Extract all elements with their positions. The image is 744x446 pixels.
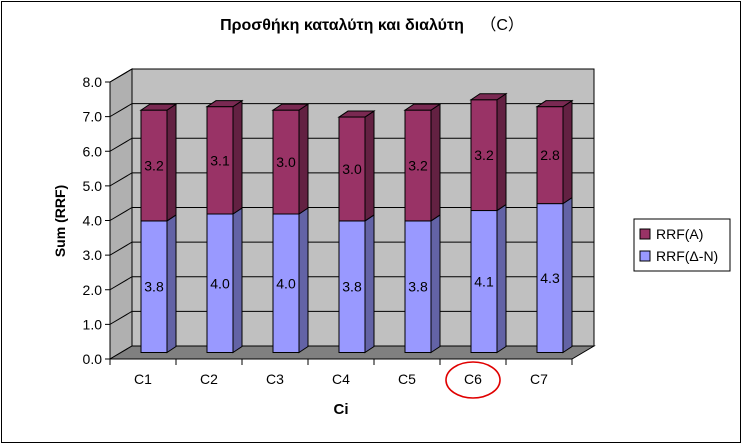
- data-label-C3-lower: 4.0: [276, 275, 296, 291]
- bar-C7-lower-front: [536, 203, 564, 353]
- x-tick-label-C7: C7: [530, 371, 548, 387]
- data-label-C6-lower: 4.1: [474, 274, 494, 290]
- chart-title-suffix: （C）: [480, 16, 524, 34]
- y-tick-label: 0.0: [83, 351, 103, 367]
- data-label-C1-lower: 3.8: [144, 279, 164, 295]
- bar-C6-lower-front: [470, 210, 498, 353]
- x-axis-label: Ci: [334, 401, 349, 418]
- bar-C7-lower-side: [562, 196, 573, 354]
- bar-C1-upper-front: [140, 109, 168, 222]
- bar-C4-upper-side: [364, 110, 375, 222]
- bar-C6-lower-side: [496, 203, 507, 354]
- bar-C5-top: [403, 103, 442, 111]
- bar-C6-top: [469, 93, 508, 101]
- bar-C4-upper-front: [338, 116, 366, 222]
- data-label-C2-upper: 3.1: [210, 152, 230, 168]
- y-axis-label: Sum (RRF): [52, 185, 68, 257]
- data-label-C7-upper: 2.8: [540, 147, 560, 163]
- y-tick-label: 8.0: [83, 74, 103, 90]
- bar-C4-top: [337, 110, 376, 118]
- x-tick-label-C2: C2: [200, 371, 218, 387]
- bar-C2-upper-side: [232, 99, 243, 215]
- data-label-C5-upper: 3.2: [408, 158, 428, 174]
- bar-C3-lower-front: [272, 213, 300, 353]
- data-label-C6-upper: 3.2: [474, 147, 494, 163]
- legend-label-0: RRF(A): [656, 226, 703, 242]
- x-tick-label-C4: C4: [332, 371, 350, 387]
- legend-swatch-0: [639, 228, 651, 240]
- bar-C4-lower-side: [364, 213, 375, 354]
- data-label-C2-lower: 4.0: [210, 275, 230, 291]
- x-tick-label-C1: C1: [134, 371, 152, 387]
- legend: RRF(A) RRF(Δ-N): [633, 218, 731, 272]
- bar-C6-upper-side: [496, 92, 507, 212]
- bar-C1-lower-side: [166, 213, 177, 354]
- bar-C4-lower-front: [338, 220, 366, 353]
- bar-C5-upper-side: [430, 103, 441, 222]
- data-label-C3-upper: 3.0: [276, 154, 296, 170]
- bar-C5-lower-side: [430, 213, 441, 354]
- bar-C7-top: [535, 100, 574, 108]
- bar-C2-upper-front: [206, 106, 234, 215]
- y-tick-label: 2.0: [83, 282, 103, 298]
- bar-C3-top: [271, 103, 310, 111]
- bar-C2-top: [205, 100, 244, 108]
- chart-title-main: Προσθήκη καταλύτη και διαλύτη: [220, 17, 464, 34]
- y-tick-label: 3.0: [83, 247, 103, 263]
- y-tick-label: 7.0: [83, 109, 103, 125]
- bar-C3-upper-side: [298, 103, 309, 215]
- data-label-C4-upper: 3.0: [342, 161, 362, 177]
- plot-area: 0.0 1.0 2.0 3.0 4.0 5.0 6.0 7.0 8.0 3.8 3.2 C1 4.0 3.…: [83, 68, 596, 399]
- bar-C7-upper-side: [562, 99, 573, 205]
- bar-C1-top: [139, 103, 178, 111]
- bar-C2-lower-side: [232, 207, 243, 354]
- bar-C6-upper-front: [470, 99, 498, 212]
- data-label-C1-upper: 3.2: [144, 158, 164, 174]
- data-label-C5-lower: 3.8: [408, 279, 428, 295]
- y-tick-label: 5.0: [83, 178, 103, 194]
- y-tick-label: 4.0: [83, 213, 103, 229]
- gridline: [109, 68, 594, 83]
- x-tick-label-C5: C5: [398, 371, 416, 387]
- x-tick-label-C6: C6: [464, 371, 482, 387]
- data-label-C4-lower: 3.8: [342, 279, 362, 295]
- legend-swatch-1: [639, 250, 651, 262]
- y-tick-label: 6.0: [83, 143, 103, 159]
- chart-title: Προσθήκη καταλύτη και διαλύτη （C）: [220, 16, 524, 34]
- data-label-C7-lower: 4.3: [540, 270, 560, 286]
- bar-C7-upper-front: [536, 106, 564, 205]
- bar-C2-lower-front: [206, 213, 234, 353]
- legend-label-1: RRF(Δ-N): [656, 248, 718, 264]
- highlight-circle-C6: [445, 361, 501, 399]
- y-tick-label: 1.0: [83, 316, 103, 332]
- bar-C1-upper-side: [166, 103, 177, 222]
- x-tick-label-C3: C3: [266, 371, 284, 387]
- legend-box: [633, 218, 731, 272]
- bar-C3-lower-side: [298, 207, 309, 354]
